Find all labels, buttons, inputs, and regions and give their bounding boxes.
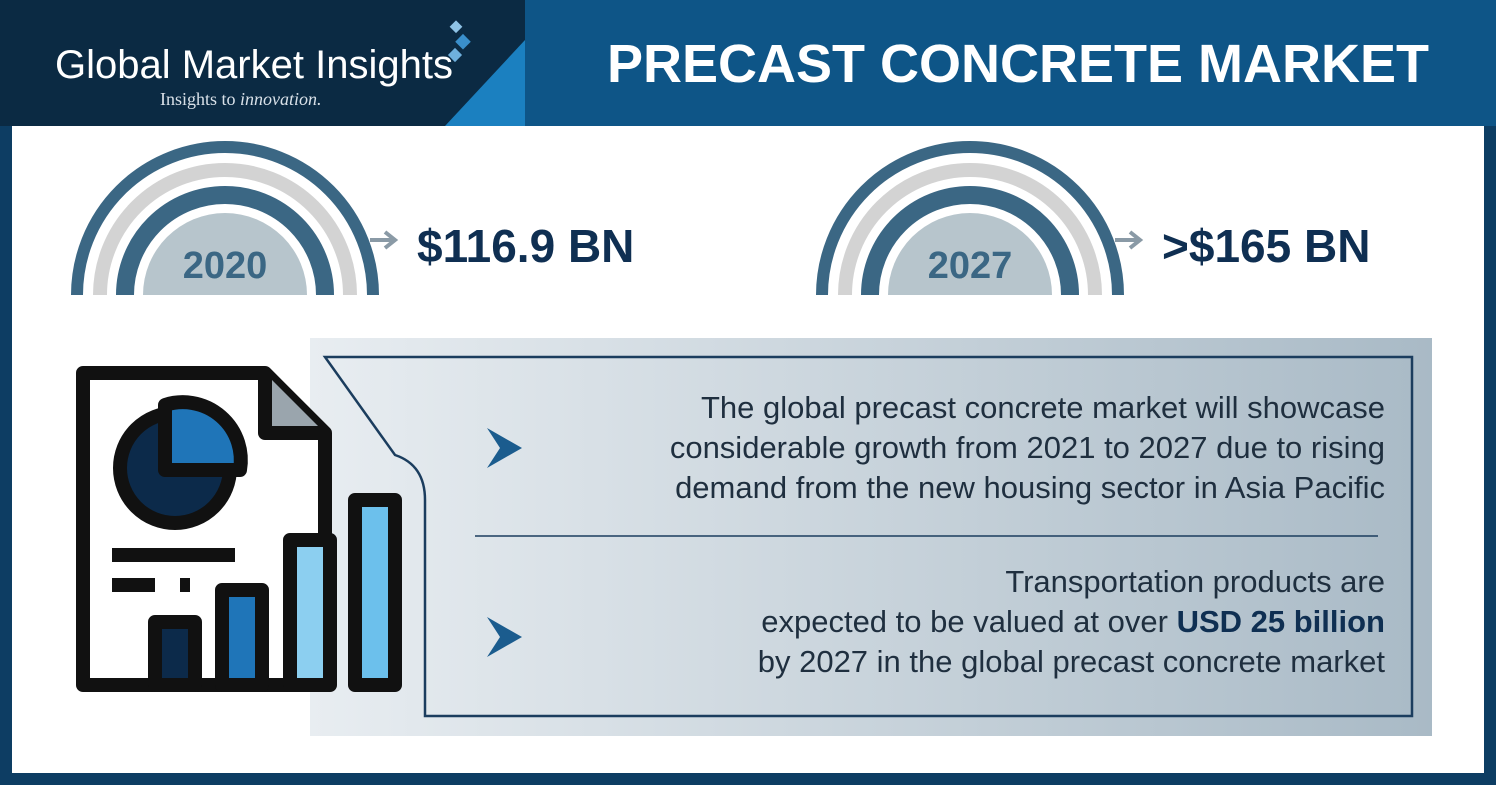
gauge-disc bbox=[143, 213, 307, 295]
gauge-disc bbox=[888, 213, 1052, 295]
point-line: expected to be valued at over USD 25 bil… bbox=[761, 604, 1385, 639]
point-text: considerable growth from 2021 to 2027 du… bbox=[670, 430, 1385, 465]
gauge-inner bbox=[116, 186, 334, 296]
panel bbox=[310, 338, 1432, 736]
logo-area bbox=[0, 0, 525, 126]
point-line: demand from the new housing sector in As… bbox=[675, 470, 1385, 505]
point-text: Transportation products are bbox=[1005, 564, 1385, 599]
panel-outline bbox=[322, 355, 1414, 718]
point-line: considerable growth from 2021 to 2027 du… bbox=[670, 430, 1385, 465]
gauge-outer bbox=[816, 141, 1124, 296]
title: PRECAST CONCRETE MARKET bbox=[607, 34, 1429, 94]
logo-name: Global Market Insights bbox=[55, 43, 453, 87]
point-text: demand from the new housing sector in As… bbox=[675, 470, 1385, 505]
point-line: by 2027 in the global precast concrete m… bbox=[758, 644, 1386, 679]
point-text: expected to be valued at over bbox=[761, 604, 1176, 639]
logo-tagline: Insights to innovation. bbox=[160, 89, 322, 109]
logo-accent bbox=[445, 40, 525, 126]
gauge-gray bbox=[838, 163, 1102, 296]
points: The global precast concrete market will … bbox=[670, 390, 1386, 679]
document-icon bbox=[76, 366, 402, 692]
bullets bbox=[487, 428, 522, 657]
point-text: The global precast concrete market will … bbox=[701, 390, 1385, 425]
value: $116.9 BN bbox=[417, 220, 634, 272]
year: 2027 bbox=[928, 245, 1013, 287]
tagline-italic: innovation. bbox=[240, 89, 322, 109]
gauge-outer bbox=[71, 141, 379, 296]
stats: 2020 $116.9 BN 2027 >$165 BN bbox=[71, 141, 1370, 296]
value: >$165 BN bbox=[1162, 220, 1370, 272]
point-highlight: USD 25 billion bbox=[1177, 604, 1385, 639]
point-text: by 2027 in the global precast concrete m… bbox=[758, 644, 1386, 679]
title-area bbox=[525, 0, 1496, 126]
year: 2020 bbox=[183, 245, 268, 287]
tagline: Insights to bbox=[160, 89, 240, 109]
gauge-inner bbox=[861, 186, 1079, 296]
point-line: The global precast concrete market will … bbox=[701, 390, 1385, 425]
arrow bbox=[1115, 230, 1144, 250]
point-line: Transportation products are bbox=[1005, 564, 1385, 599]
gauge-gray bbox=[93, 163, 357, 296]
arrow bbox=[370, 230, 399, 250]
